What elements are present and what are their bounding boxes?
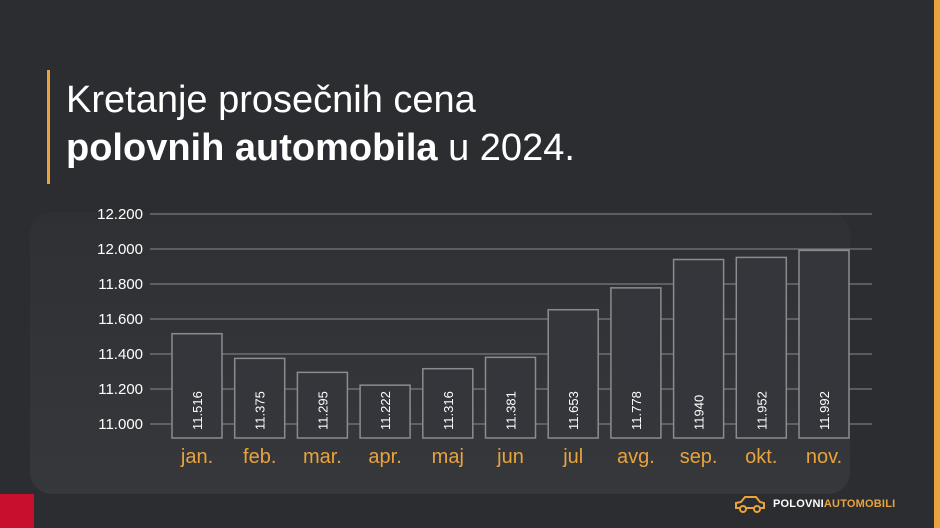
polovniautomobili-logo: POLOVNIAUTOMOBILI <box>733 491 895 517</box>
bar-data-label: 11.516 <box>190 391 205 430</box>
x-tick-label: avg. <box>617 446 655 468</box>
x-axis-tick-labels: jan. feb. mar. apr. maj jun jul avg. sep. okt. nov… <box>180 446 842 468</box>
logo-text-polovni: POLOVNI <box>773 498 824 510</box>
right-accent-stripe <box>934 0 940 528</box>
bar <box>422 367 474 439</box>
bar-data-label: 11.952 <box>754 391 769 430</box>
bar-data-label: 11.375 <box>253 391 268 430</box>
bar-data-label: 11.992 <box>817 391 832 430</box>
x-tick-label: jun <box>496 446 524 468</box>
bar-data-label: 11.381 <box>504 391 519 430</box>
title-line-2-bold: polovnih automobila <box>66 127 438 169</box>
y-tick-label: 12.200 <box>97 206 143 223</box>
x-tick-label: maj <box>432 446 464 468</box>
bar <box>547 308 599 439</box>
bar <box>672 258 725 439</box>
y-tick-label: 11.400 <box>98 346 143 363</box>
x-tick-label: mar. <box>303 446 342 468</box>
title-line-2-rest: u 2024. <box>437 127 575 169</box>
x-tick-label: nov. <box>806 446 842 468</box>
y-axis-tick-labels: 11.000 11.200 11.400 11.600 11.800 12.000 12.2… <box>97 206 143 433</box>
car-icon <box>735 496 765 513</box>
bar <box>735 256 788 439</box>
x-tick-label: okt. <box>745 446 777 468</box>
bar-data-label: 11.222 <box>378 391 393 430</box>
x-tick-label: sep. <box>680 446 718 468</box>
bar <box>233 357 286 439</box>
bar-data-label: 11940 <box>692 395 707 430</box>
corner-red-square <box>0 494 34 528</box>
bar <box>171 332 223 439</box>
bar-data-label: 11.316 <box>441 391 456 430</box>
x-tick-label: jan. <box>180 446 213 468</box>
x-tick-label: jul <box>562 446 583 468</box>
bar <box>359 384 411 439</box>
title-accent-bar <box>47 70 50 184</box>
x-tick-label: apr. <box>368 446 401 468</box>
x-tick-label: feb. <box>243 446 276 468</box>
y-tick-label: 11.800 <box>98 276 143 293</box>
bar-data-label: 11.778 <box>629 391 644 430</box>
bar <box>484 356 537 439</box>
chart-title: Kretanje prosečnih cena polovnih automob… <box>66 76 575 172</box>
y-tick-label: 11.000 <box>98 416 143 433</box>
bar <box>296 371 349 439</box>
y-tick-label: 11.600 <box>98 311 143 328</box>
y-tick-label: 11.200 <box>98 381 143 398</box>
bar-data-label: 11.295 <box>315 391 330 430</box>
bars: 11.516 11.375 11.295 11.222 11.316 11.381 11.6… <box>171 249 850 439</box>
logo-text-automobili: AUTOMOBILI <box>823 498 896 510</box>
y-tick-label: 12.000 <box>97 241 143 258</box>
bar-data-label: 11.653 <box>566 391 581 430</box>
title-line-1: Kretanje prosečnih cena <box>66 79 476 121</box>
bar <box>610 287 662 439</box>
bar <box>798 249 850 439</box>
